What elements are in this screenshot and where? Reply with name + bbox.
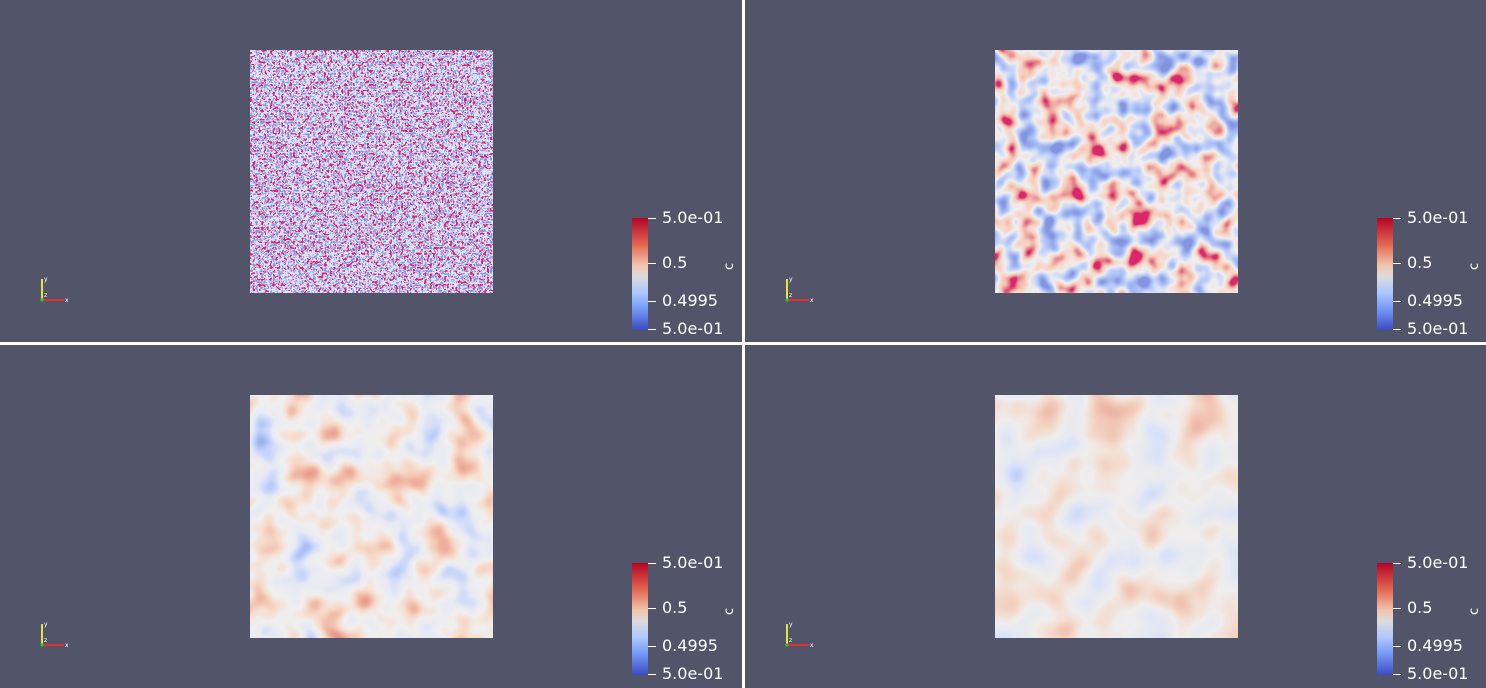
- svg-text:z: z: [789, 292, 792, 299]
- concentration-field-plot[interactable]: [995, 50, 1238, 293]
- colorbar[interactable]: 5.0e-01 0.5 0.4995 5.0e-01 c: [632, 555, 737, 682]
- colorbar-tick: [1393, 329, 1401, 330]
- colorbar[interactable]: 5.0e-01 0.5 0.4995 5.0e-01 c: [1377, 555, 1482, 682]
- colorbar-max-label: 5.0e-01: [662, 553, 724, 572]
- render-view-top-left[interactable]: 5.0e-01 0.5 0.4995 5.0e-01 c x y z: [0, 0, 742, 342]
- colorbar-tick: [1393, 608, 1401, 609]
- colorbar-tick: [1393, 263, 1401, 264]
- svg-text:y: y: [789, 621, 793, 628]
- colorbar-tick: [648, 218, 656, 219]
- colorbar[interactable]: 5.0e-01 0.5 0.4995 5.0e-01 c: [632, 210, 737, 337]
- svg-text:y: y: [44, 621, 48, 628]
- svg-text:x: x: [65, 642, 69, 649]
- colorbar-mid-label: 0.5: [1407, 598, 1433, 617]
- colorbar-tick: [1393, 218, 1401, 219]
- colorbar-title: c: [1467, 262, 1482, 270]
- colorbar-gradient: [1377, 563, 1393, 675]
- colorbar-tick: [648, 608, 656, 609]
- colorbar-mid-label: 0.5: [662, 253, 688, 272]
- field-image: [995, 395, 1238, 638]
- colorbar-low-label: 0.4995: [662, 291, 718, 310]
- colorbar-tick: [648, 563, 656, 564]
- svg-text:z: z: [44, 292, 47, 299]
- colorbar-tick: [1393, 674, 1401, 675]
- concentration-field-plot[interactable]: [250, 395, 493, 638]
- render-view-bottom-left[interactable]: 5.0e-01 0.5 0.4995 5.0e-01 c x y z: [0, 345, 742, 688]
- orientation-axes-icon: x y z: [783, 276, 815, 306]
- colorbar-title: c: [1467, 607, 1482, 615]
- colorbar-mid-label: 0.5: [662, 598, 688, 617]
- colorbar-tick: [1393, 646, 1401, 647]
- colorbar-low-label: 0.4995: [1407, 636, 1463, 655]
- orientation-axes-icon: x y z: [783, 621, 815, 651]
- colorbar-title: c: [722, 262, 737, 270]
- colorbar-tick: [1393, 563, 1401, 564]
- orientation-axes-icon: x y z: [38, 621, 70, 651]
- colorbar-gradient: [632, 563, 648, 675]
- colorbar-tick: [648, 301, 656, 302]
- colorbar-tick: [648, 674, 656, 675]
- colorbar-gradient: [632, 218, 648, 330]
- colorbar-low-label: 0.4995: [662, 636, 718, 655]
- colorbar-max-label: 5.0e-01: [1407, 208, 1469, 227]
- svg-text:x: x: [65, 297, 69, 304]
- colorbar-tick: [1393, 301, 1401, 302]
- colorbar-tick: [648, 329, 656, 330]
- colorbar-max-label: 5.0e-01: [1407, 553, 1469, 572]
- colorbar-mid-label: 0.5: [1407, 253, 1433, 272]
- colorbar-tick: [648, 646, 656, 647]
- colorbar-min-label: 5.0e-01: [1407, 319, 1469, 338]
- colorbar-gradient: [1377, 218, 1393, 330]
- svg-text:x: x: [810, 297, 814, 304]
- concentration-field-plot[interactable]: [995, 395, 1238, 638]
- field-image: [995, 50, 1238, 293]
- orientation-axes-icon: x y z: [38, 276, 70, 306]
- svg-text:z: z: [44, 637, 47, 644]
- concentration-field-plot[interactable]: [250, 50, 493, 293]
- colorbar-tick: [648, 263, 656, 264]
- field-image: [250, 50, 493, 293]
- svg-text:x: x: [810, 642, 814, 649]
- svg-text:y: y: [789, 276, 793, 283]
- colorbar[interactable]: 5.0e-01 0.5 0.4995 5.0e-01 c: [1377, 210, 1482, 337]
- colorbar-min-label: 5.0e-01: [1407, 664, 1469, 683]
- render-view-bottom-right[interactable]: 5.0e-01 0.5 0.4995 5.0e-01 c x y z: [745, 345, 1486, 688]
- svg-text:z: z: [789, 637, 792, 644]
- colorbar-title: c: [722, 607, 737, 615]
- colorbar-min-label: 5.0e-01: [662, 319, 724, 338]
- render-view-top-right[interactable]: 5.0e-01 0.5 0.4995 5.0e-01 c x y z: [745, 0, 1486, 342]
- svg-text:y: y: [44, 276, 48, 283]
- colorbar-min-label: 5.0e-01: [662, 664, 724, 683]
- field-image: [250, 395, 493, 638]
- colorbar-low-label: 0.4995: [1407, 291, 1463, 310]
- colorbar-max-label: 5.0e-01: [662, 208, 724, 227]
